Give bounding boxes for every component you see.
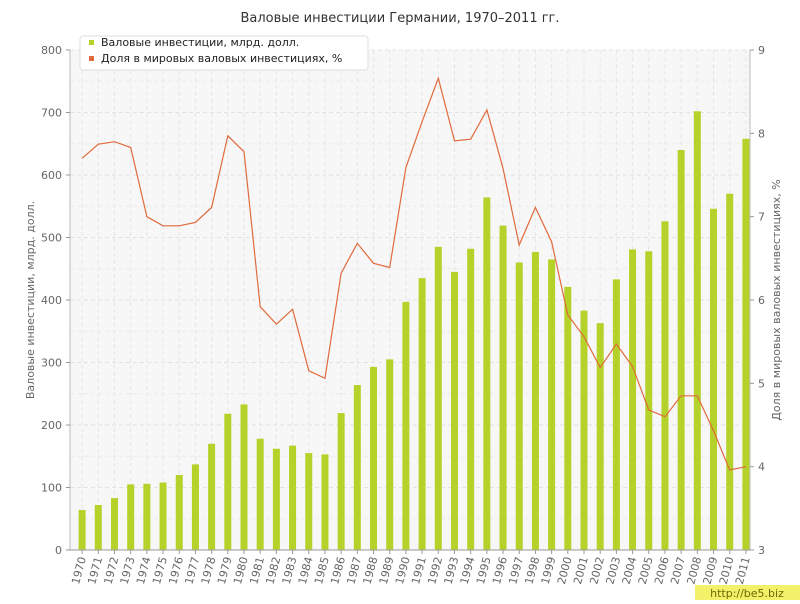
- bar: [143, 483, 151, 550]
- bar: [78, 510, 86, 550]
- bar: [191, 464, 199, 550]
- bar-series: [78, 111, 750, 550]
- legend-swatch-line: [89, 56, 94, 61]
- bar: [677, 150, 685, 550]
- right-tick-label: 9: [758, 44, 765, 57]
- bar: [256, 438, 264, 550]
- bar: [450, 271, 458, 550]
- bar: [483, 197, 491, 550]
- right-axis-ticks: 3 4 5 6 7 8 9: [750, 44, 765, 557]
- right-tick-label: 5: [758, 377, 765, 390]
- left-tick-label: 700: [41, 107, 62, 120]
- bar: [208, 443, 216, 550]
- left-axis-title: Валовые инвестиции, млрд. долл.: [24, 201, 37, 399]
- right-axis-title: Доля в мировых валовых инвестициях, %: [770, 179, 783, 420]
- left-tick-label: 300: [41, 357, 62, 370]
- watermark-text: http://be5.biz: [710, 587, 784, 600]
- left-tick-label: 0: [55, 544, 62, 557]
- bar: [353, 385, 361, 550]
- line-series: [81, 76, 747, 471]
- bar: [159, 482, 167, 550]
- bar: [564, 286, 572, 550]
- left-tick-label: 200: [41, 419, 62, 432]
- legend-swatch-bar: [89, 40, 94, 45]
- bar: [515, 262, 523, 550]
- bar: [693, 111, 701, 550]
- bar: [418, 278, 426, 550]
- bar: [499, 225, 507, 550]
- series-line: [81, 76, 747, 471]
- bar: [710, 208, 718, 550]
- bar: [272, 448, 280, 550]
- bar: [305, 453, 313, 550]
- bar: [548, 259, 556, 550]
- bar: [580, 310, 588, 550]
- left-tick-label: 500: [41, 232, 62, 245]
- bar: [94, 505, 102, 550]
- legend-label-line: Доля в мировых валовых инвестициях, %: [101, 52, 342, 65]
- bar: [661, 221, 669, 550]
- legend: Валовые инвестиции, млрд. долл. Доля в м…: [79, 35, 369, 71]
- bar: [224, 413, 232, 550]
- bar: [742, 138, 750, 550]
- right-tick-label: 7: [758, 211, 765, 224]
- left-tick-label: 100: [41, 482, 62, 495]
- watermark: http://be5.biz: [695, 585, 800, 600]
- bar: [289, 445, 297, 550]
- bar: [629, 249, 637, 550]
- bar: [240, 404, 248, 550]
- bar: [726, 193, 734, 550]
- right-tick-label: 6: [758, 294, 765, 307]
- bar: [110, 498, 118, 550]
- bar: [175, 475, 183, 550]
- bar: [596, 323, 604, 550]
- bar: [645, 251, 653, 550]
- bar: [467, 248, 475, 550]
- legend-box: [79, 35, 369, 71]
- right-tick-label: 8: [758, 127, 765, 140]
- legend-label-bar: Валовые инвестиции, млрд. долл.: [101, 36, 299, 49]
- bar: [386, 359, 394, 550]
- watermark-background: [695, 585, 800, 600]
- bar: [337, 413, 345, 550]
- bar: [612, 279, 620, 550]
- bar: [531, 251, 539, 550]
- right-tick-label: 3: [758, 544, 765, 557]
- x-axis-ticks: 1970197119721973197419751976197719781979…: [69, 550, 753, 586]
- chart-title: Валовые инвестиции Германии, 1970–2011 г…: [240, 11, 559, 26]
- left-tick-label: 400: [41, 294, 62, 307]
- left-tick-label: 600: [41, 169, 62, 182]
- bar: [402, 301, 410, 550]
- left-tick-label: 800: [41, 44, 62, 57]
- bar: [434, 246, 442, 550]
- bar: [127, 484, 135, 550]
- bar: [321, 454, 329, 550]
- left-axis-ticks: 0 100 200 300 400 500 600 700 800: [41, 44, 70, 557]
- bar: [370, 366, 378, 550]
- right-tick-label: 4: [758, 461, 765, 474]
